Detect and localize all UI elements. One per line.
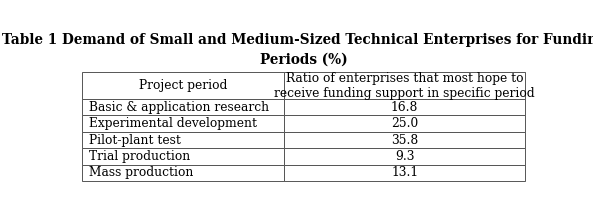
- Text: Project period: Project period: [139, 79, 227, 92]
- Bar: [82, 165, 284, 181]
- Text: Basic & application research: Basic & application research: [90, 101, 269, 114]
- Text: Experimental development: Experimental development: [90, 117, 257, 130]
- Bar: [284, 132, 525, 148]
- Text: 9.3: 9.3: [395, 150, 415, 163]
- Bar: [284, 99, 525, 115]
- Bar: [82, 72, 284, 99]
- Bar: [82, 115, 284, 132]
- Text: Mass production: Mass production: [90, 166, 194, 179]
- Text: Pilot-plant test: Pilot-plant test: [90, 134, 181, 146]
- Bar: [284, 148, 525, 165]
- Text: Ratio of enterprises that most hope to
receive funding support in specific perio: Ratio of enterprises that most hope to r…: [275, 72, 535, 100]
- Bar: [82, 99, 284, 115]
- Text: 25.0: 25.0: [391, 117, 418, 130]
- Bar: [284, 115, 525, 132]
- Text: 35.8: 35.8: [391, 134, 418, 146]
- Text: Trial production: Trial production: [90, 150, 190, 163]
- Text: Table 1 Demand of Small and Medium-Sized Technical Enterprises for Funding
Perio: Table 1 Demand of Small and Medium-Sized…: [2, 33, 593, 66]
- Text: 16.8: 16.8: [391, 101, 419, 114]
- Bar: [284, 165, 525, 181]
- Text: 13.1: 13.1: [391, 166, 418, 179]
- Bar: [284, 72, 525, 99]
- Bar: [82, 132, 284, 148]
- Bar: [82, 148, 284, 165]
